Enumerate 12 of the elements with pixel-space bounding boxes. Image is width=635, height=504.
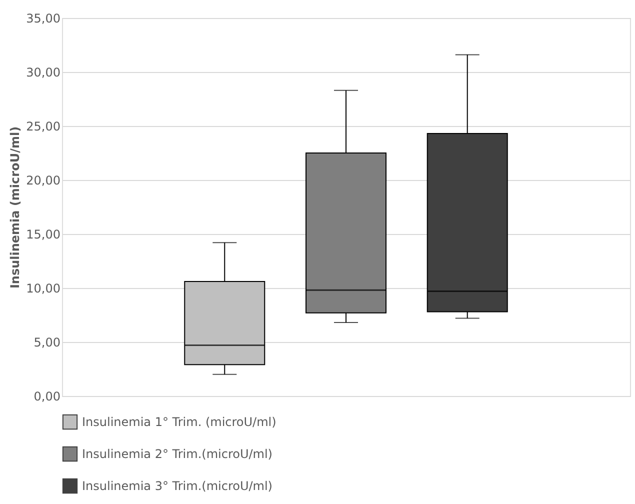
y-tick-label: 25,00 (26, 120, 60, 134)
y-axis-title: Insulinemia (microU/ml) (8, 126, 22, 289)
legend-label: Insulinemia 1° Trim. (microU/ml) (82, 415, 276, 429)
y-tick-label: 30,00 (26, 66, 60, 80)
legend-label: Insulinemia 2° Trim.(microU/ml) (82, 447, 272, 461)
y-tick-label: 10,00 (26, 282, 60, 296)
y-tick-label: 5,00 (34, 336, 60, 350)
y-tick-label: 20,00 (26, 174, 60, 188)
y-tick-label: 35,00 (26, 12, 60, 26)
y-tick-label: 0,00 (34, 390, 60, 404)
legend-label: Insulinemia 3° Trim.(microU/ml) (82, 479, 272, 493)
y-tick-label: 15,00 (26, 228, 60, 242)
